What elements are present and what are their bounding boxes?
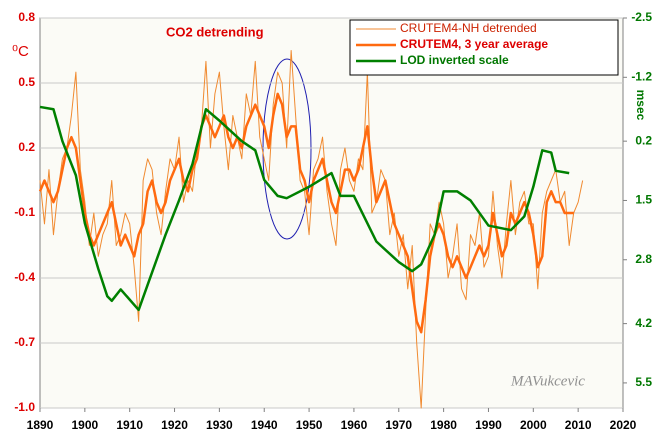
y-tick-label: -0.1: [14, 205, 35, 219]
series-line: [38, 92, 574, 334]
y-tick-label: 0.5: [18, 75, 35, 89]
x-tick-label: 2010: [565, 418, 592, 432]
x-tick-label: 2020: [610, 418, 637, 432]
x-tick-label: 1890: [27, 418, 54, 432]
x-tick-label: 1990: [475, 418, 502, 432]
highlight-ellipse: [262, 58, 312, 240]
x-tick-label: 1940: [251, 418, 278, 432]
y2-tick-label: 4.2: [635, 316, 652, 330]
y2-tick-label: 0.2: [635, 133, 652, 147]
y-tick-label: 0.8: [18, 10, 35, 24]
series-line: [39, 105, 570, 312]
x-tick-label: 1930: [206, 418, 233, 432]
chart-title: CO2 detrending: [166, 24, 264, 39]
x-tick-label: 1950: [296, 418, 323, 432]
y2-tick-label: -1.2: [631, 69, 652, 83]
y-axis-label: ⁰C: [12, 43, 29, 60]
y-tick-label: -1.0: [14, 400, 35, 414]
y-tick-label: -0.7: [14, 335, 35, 349]
x-tick-label: 1910: [116, 418, 143, 432]
y2-tick-label: 2.8: [635, 252, 652, 266]
x-tick-label: 1900: [71, 418, 98, 432]
y2-axis-label: msec: [634, 90, 648, 121]
legend-label: CRUTEM4-NH detrended: [400, 21, 537, 35]
x-tick-label: 1960: [341, 418, 368, 432]
legend-label: LOD inverted scale: [400, 53, 509, 67]
marks: [38, 17, 623, 409]
y2-tick-label: -2.5: [631, 10, 652, 24]
y2-tick-label: 1.5: [635, 193, 652, 207]
legend-label: CRUTEM4, 3 year average: [400, 37, 548, 51]
x-tick-label: 2000: [520, 418, 547, 432]
y-tick-label: -0.4: [14, 270, 35, 284]
series-line: [39, 50, 584, 409]
watermark: MAVukcevic: [510, 373, 585, 389]
y2-tick-label: 5.5: [635, 375, 652, 389]
x-tick-label: 1920: [161, 418, 188, 432]
x-tick-label: 1970: [385, 418, 412, 432]
x-tick-label: 1980: [430, 418, 457, 432]
y-tick-label: 0.2: [18, 140, 35, 154]
